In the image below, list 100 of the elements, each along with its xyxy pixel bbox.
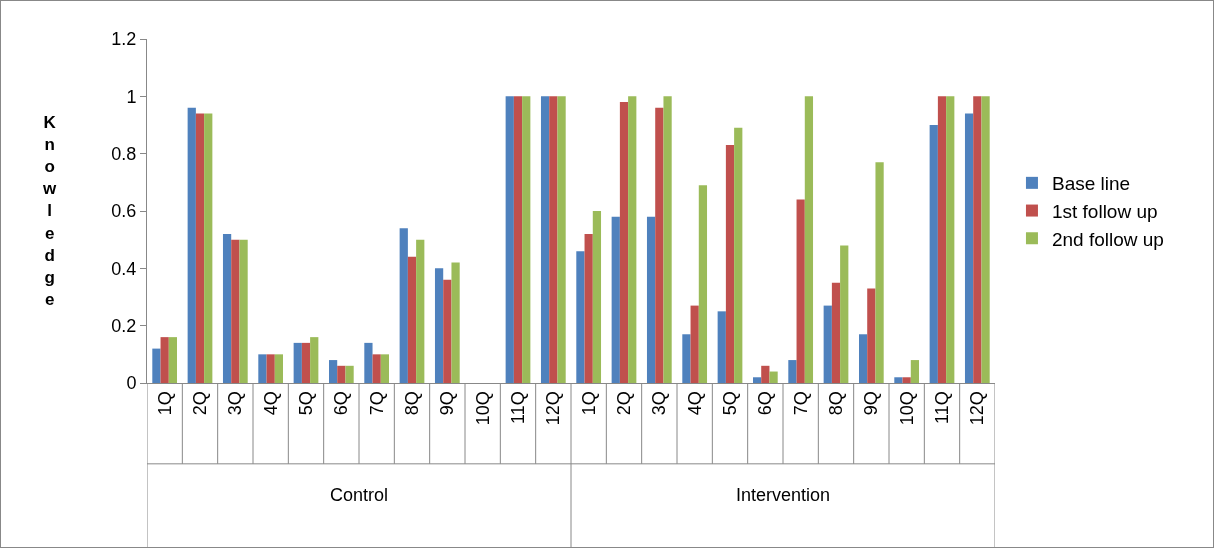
text: Knowledge — [43, 113, 57, 309]
y-tick-label: 0 — [126, 373, 137, 394]
x-tick-label: 2Q — [189, 391, 210, 416]
bar — [875, 162, 884, 383]
x-tick-label: 4Q — [260, 391, 281, 416]
bar — [222, 233, 232, 383]
text: Intervention — [736, 485, 831, 505]
bar — [301, 342, 311, 383]
bar — [840, 245, 849, 383]
bar — [796, 199, 805, 383]
x-tick-label: 10Q — [896, 391, 917, 426]
bar — [894, 377, 903, 383]
legend-label: 2nd follow up — [1051, 228, 1164, 250]
bar — [443, 279, 452, 383]
bar — [549, 96, 558, 383]
bar — [399, 228, 408, 383]
bar — [788, 360, 797, 383]
x-tick-label: 11Q — [931, 391, 952, 424]
x-tick-label: 5Q — [719, 391, 740, 416]
legend-label: Base line — [1051, 173, 1131, 195]
bar — [682, 334, 691, 383]
x-tick-label: 7Q — [790, 391, 811, 416]
bar — [655, 107, 664, 383]
bar — [160, 337, 169, 383]
bar — [293, 342, 302, 383]
x-tick-label: 1Q — [154, 391, 175, 416]
bar — [831, 282, 841, 383]
y-tick-label: 0.4 — [111, 258, 137, 279]
bar — [867, 288, 876, 383]
x-tick-label: 1Q — [578, 391, 599, 416]
bar — [584, 233, 593, 383]
bar — [540, 96, 550, 383]
bar — [152, 348, 161, 383]
bar — [929, 125, 938, 383]
x-tick-label: 4Q — [684, 391, 705, 416]
bar — [752, 377, 762, 383]
bar — [258, 354, 267, 383]
bar — [804, 96, 814, 383]
bar — [522, 96, 531, 383]
bar — [973, 96, 982, 383]
bar — [204, 113, 213, 383]
bar — [195, 113, 205, 383]
text: Control — [330, 485, 389, 505]
bar — [239, 239, 248, 383]
bar — [576, 251, 585, 383]
bar — [380, 354, 390, 383]
bar — [717, 311, 726, 383]
bar — [858, 334, 868, 383]
bar — [337, 365, 346, 383]
bar — [628, 96, 637, 383]
bar — [981, 96, 990, 383]
x-tick-label: 7Q — [366, 391, 387, 416]
bar — [769, 371, 778, 383]
bar — [168, 337, 178, 383]
x-tick-label: 12Q — [967, 391, 988, 426]
bar — [663, 96, 672, 383]
x-tick-label: 8Q — [825, 391, 846, 416]
bar — [619, 102, 629, 383]
bar — [407, 256, 417, 383]
bar — [902, 377, 911, 383]
y-tick-label: 0.6 — [111, 201, 137, 222]
bar — [372, 354, 381, 383]
y-tick-label: 1 — [126, 86, 137, 107]
x-tick-label: 6Q — [755, 391, 776, 416]
bar — [964, 113, 974, 383]
bar — [505, 96, 514, 383]
bar — [698, 185, 708, 383]
bar — [451, 262, 460, 383]
bar — [364, 342, 373, 383]
x-tick-label: 10Q — [472, 391, 493, 426]
bar — [946, 96, 955, 383]
bar — [557, 96, 566, 383]
bar — [513, 96, 523, 383]
bar — [266, 354, 275, 383]
x-tick-label: 9Q — [861, 391, 882, 416]
bar — [434, 268, 444, 383]
bar — [231, 239, 240, 383]
x-tick-label: 5Q — [295, 391, 316, 416]
y-tick-label: 0.2 — [111, 315, 137, 336]
bar — [823, 305, 832, 383]
x-tick-label: 9Q — [437, 391, 458, 416]
bar — [592, 211, 602, 383]
x-tick-label: 3Q — [649, 391, 670, 416]
bar — [910, 360, 920, 383]
bar — [328, 360, 338, 383]
legend-label: 1st follow up — [1051, 200, 1158, 222]
bar — [646, 216, 656, 383]
bar — [611, 216, 620, 383]
y-tick-label: 1.2 — [111, 29, 137, 50]
x-tick-label: 2Q — [613, 391, 634, 416]
bar — [310, 337, 319, 383]
x-tick-label: 3Q — [225, 391, 246, 416]
x-tick-label: 11Q — [507, 391, 528, 424]
x-tick-label: 12Q — [543, 391, 564, 426]
x-tick-label: 6Q — [331, 391, 352, 416]
bar — [416, 239, 425, 383]
bar — [937, 96, 947, 383]
bar — [690, 305, 699, 383]
y-tick-label: 0.8 — [111, 143, 137, 164]
bar — [187, 107, 196, 383]
